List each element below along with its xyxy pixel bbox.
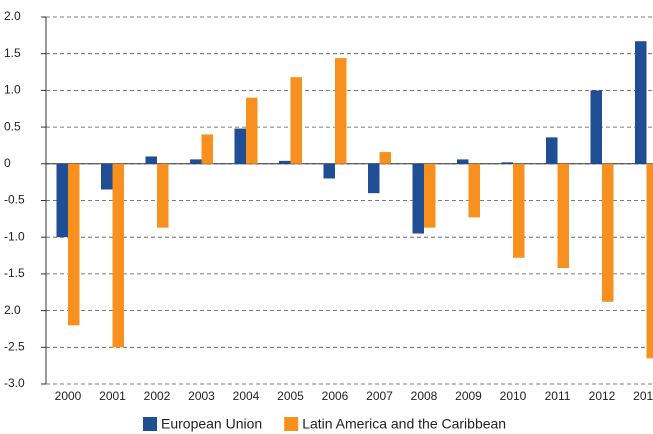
x-tick-label: 2011 <box>545 389 571 403</box>
y-tick-label: -1.5 <box>4 266 25 280</box>
bar <box>290 77 302 164</box>
y-tick-label: 1.5 <box>4 46 21 60</box>
bar <box>513 163 525 258</box>
bar <box>602 163 614 302</box>
y-tick-label: 1.0 <box>4 83 21 97</box>
y-tick-label: -3.0 <box>4 376 25 390</box>
bar <box>145 156 157 164</box>
bar <box>501 162 513 164</box>
bar <box>468 163 480 218</box>
x-tick-label: 2009 <box>455 389 482 403</box>
x-tick-label: 2001 <box>99 389 126 403</box>
y-tick-label: 0 <box>4 156 11 170</box>
y-tick-label: 2.0 <box>4 9 21 23</box>
legend-label: European Union <box>161 416 262 432</box>
bar <box>368 163 380 194</box>
bar <box>157 163 169 228</box>
bar <box>201 134 213 164</box>
bar <box>635 41 647 164</box>
bar <box>56 163 68 238</box>
legend-swatch <box>143 417 157 431</box>
bar <box>279 160 291 164</box>
bar <box>546 137 558 164</box>
y-tick-label: -1.0 <box>4 229 25 243</box>
y-tick-label: -2.5 <box>4 339 25 353</box>
bar <box>234 128 246 164</box>
bar <box>379 152 391 164</box>
legend-label: Latin America and the Caribbean <box>302 416 506 432</box>
legend: European Union Latin America and the Cari… <box>143 416 506 432</box>
bar <box>335 58 347 164</box>
bar <box>424 163 436 228</box>
x-tick-label: 2004 <box>233 389 260 403</box>
x-tick-label: 2002 <box>144 389 171 403</box>
bar <box>557 163 569 269</box>
bar <box>246 97 258 164</box>
y-tick-label: -0.5 <box>4 193 25 207</box>
bar <box>457 159 469 164</box>
x-tick-label: 2007 <box>366 389 393 403</box>
bar <box>590 90 602 164</box>
x-tick-label: 2012 <box>589 389 616 403</box>
x-tick-label: 2006 <box>322 389 349 403</box>
bar <box>68 163 80 326</box>
y-tick-label: 2.0 <box>4 303 21 317</box>
bar <box>101 163 113 190</box>
x-tick-label: 2000 <box>55 389 82 403</box>
x-tick-label: 2008 <box>411 389 438 403</box>
x-tick-label: 2003 <box>188 389 215 403</box>
bar <box>190 159 202 164</box>
y-tick-label: 0.5 <box>4 119 21 133</box>
legend-swatch <box>284 417 299 431</box>
bar <box>412 163 424 234</box>
x-tick-label: 2005 <box>277 389 304 403</box>
bar <box>112 163 124 348</box>
bar <box>323 163 335 179</box>
bar <box>646 163 653 359</box>
x-tick-label: 2010 <box>500 389 527 403</box>
x-tick-label: 2013 <box>633 389 653 403</box>
